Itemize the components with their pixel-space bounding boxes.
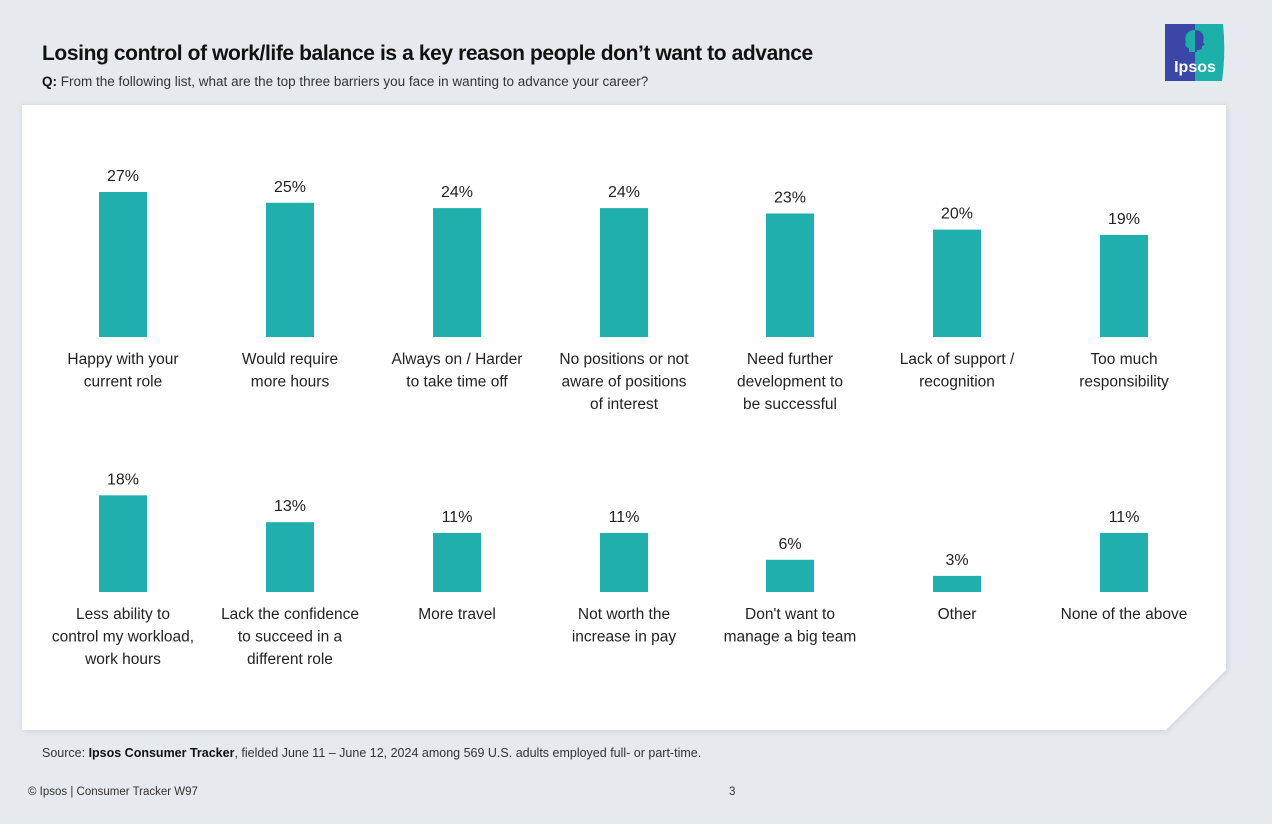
- category-label-line: aware of positions: [562, 374, 687, 391]
- category-label-line: Happy with your: [67, 351, 178, 368]
- source-prefix: Source:: [42, 746, 89, 760]
- category-label-line: control my workload,: [52, 629, 194, 646]
- question-prefix: Q:: [42, 74, 57, 89]
- bar: [933, 575, 981, 592]
- category-label-line: More travel: [418, 606, 496, 623]
- category-label-line: None of the above: [1061, 606, 1188, 623]
- bar: [766, 213, 814, 337]
- category-label-line: Need further: [747, 351, 833, 368]
- bar: [766, 559, 814, 592]
- data-label: 19%: [1108, 211, 1140, 228]
- logo-text: Ipsos: [1174, 59, 1216, 76]
- data-label: 11%: [609, 509, 640, 526]
- category-label: Lack the confidence to succeed in a differ…: [221, 606, 359, 668]
- data-label: 25%: [274, 179, 306, 196]
- category-label: Not worth the increase in pay: [572, 606, 677, 646]
- category-label-line: more hours: [251, 374, 330, 391]
- logo-head-icon: [1185, 30, 1205, 52]
- category-label-line: manage a big team: [724, 629, 857, 646]
- category-label: Other: [938, 606, 977, 623]
- question-text: Q: From the following list, what are the…: [42, 74, 648, 89]
- category-label: Less ability to control my workload, work …: [52, 606, 194, 668]
- category-label-line: to succeed in a: [238, 629, 343, 646]
- bar-row-1: 27% Happy with your current role 25% Would r…: [67, 168, 1169, 413]
- category-label-line: Lack of support /: [900, 351, 1015, 368]
- category-label: Too much responsibility: [1079, 351, 1169, 391]
- category-label-line: be successful: [743, 396, 837, 413]
- category-label-line: Other: [938, 606, 977, 623]
- category-label-line: to take time off: [406, 374, 508, 391]
- bar: [99, 192, 147, 337]
- question-body: From the following list, what are the to…: [57, 74, 649, 89]
- bar: [933, 229, 981, 337]
- category-label: Would require more hours: [242, 351, 338, 391]
- bar: [266, 202, 314, 337]
- bar: [1100, 234, 1148, 337]
- category-label-line: recognition: [919, 374, 995, 391]
- data-label: 11%: [442, 509, 473, 526]
- category-label: Lack of support / recognition: [900, 351, 1015, 391]
- bar: [433, 532, 481, 592]
- data-label: 3%: [945, 552, 968, 569]
- category-label: Don't want to manage a big team: [724, 606, 857, 646]
- category-label: Always on / Harder to take time off: [392, 351, 523, 391]
- category-label: Happy with your current role: [67, 351, 178, 391]
- category-label-line: Less ability to: [76, 606, 170, 623]
- category-label-line: Not worth the: [578, 606, 670, 623]
- copyright: © Ipsos | Consumer Tracker W97: [28, 786, 198, 798]
- data-label: 13%: [274, 498, 306, 515]
- data-label: 27%: [107, 168, 139, 185]
- bar: [600, 208, 648, 337]
- category-label: None of the above: [1061, 606, 1188, 623]
- ipsos-logo: Ipsos: [1165, 24, 1225, 81]
- category-label-line: different role: [247, 651, 333, 668]
- data-label: 24%: [441, 184, 473, 201]
- data-label: 24%: [608, 184, 640, 201]
- category-label-line: increase in pay: [572, 629, 677, 646]
- category-label-line: Lack the confidence: [221, 606, 359, 623]
- slide-title: Losing control of work/life balance is a…: [42, 42, 813, 65]
- bar: [1100, 532, 1148, 592]
- bar: [600, 532, 648, 592]
- category-label-line: development to: [737, 374, 843, 391]
- data-label: 23%: [774, 189, 806, 206]
- data-label: 6%: [778, 536, 801, 553]
- category-label-line: work hours: [84, 651, 161, 668]
- category-label-line: responsibility: [1079, 374, 1169, 391]
- category-label-line: No positions or not: [559, 351, 689, 368]
- bar: [266, 522, 314, 592]
- data-label: 20%: [941, 206, 973, 223]
- category-label: No positions or not aware of positions of …: [559, 351, 689, 413]
- category-label-line: current role: [84, 374, 162, 391]
- page-number: 3: [729, 786, 736, 798]
- data-label: 11%: [1109, 509, 1140, 526]
- bar-row-2: 18% Less ability to control my workload, wo…: [52, 471, 1187, 668]
- category-label: Need further development to be successful: [737, 351, 843, 413]
- source-note: Source: Ipsos Consumer Tracker, fielded …: [42, 746, 701, 760]
- category-label-line: Too much: [1090, 351, 1157, 368]
- bar: [433, 208, 481, 337]
- source-details: , fielded June 11 – June 12, 2024 among …: [234, 746, 702, 760]
- bar: [99, 495, 147, 592]
- category-label-line: Always on / Harder: [392, 351, 523, 368]
- source-name: Ipsos Consumer Tracker: [88, 746, 235, 760]
- data-label: 18%: [107, 471, 139, 488]
- category-label-line: Don't want to: [745, 606, 835, 623]
- category-label-line: Would require: [242, 351, 338, 368]
- category-label: More travel: [418, 606, 496, 623]
- category-label-line: of interest: [590, 396, 659, 413]
